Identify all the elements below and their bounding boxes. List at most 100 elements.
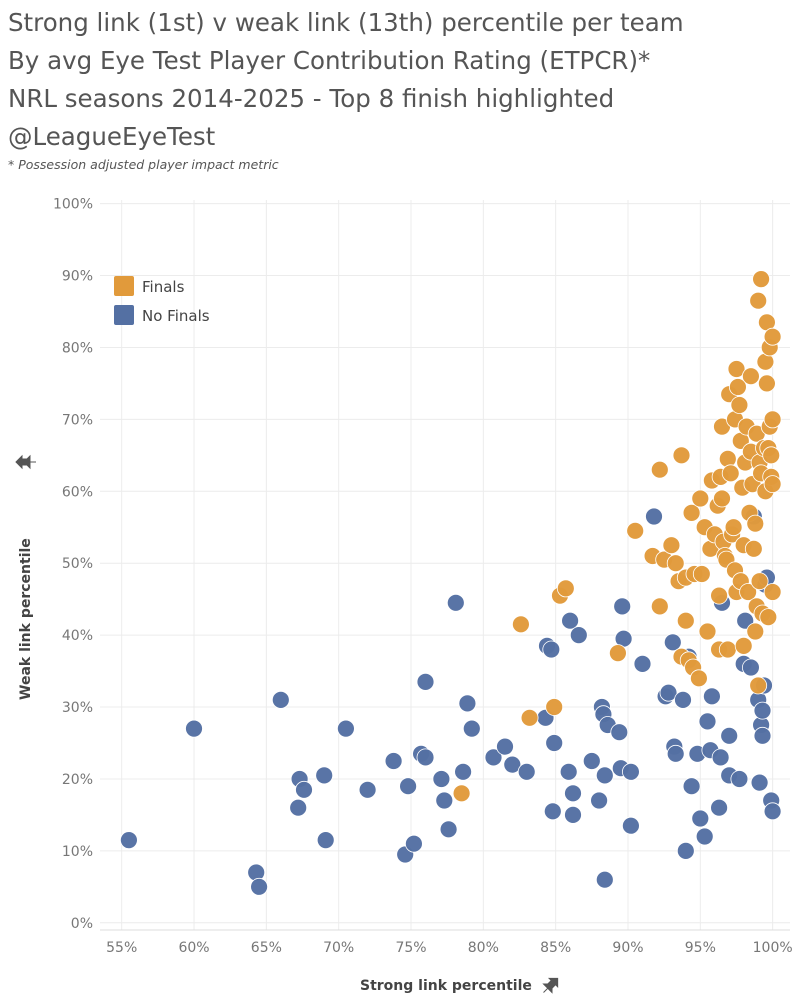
point-no-finals (622, 762, 640, 781)
point-finals (626, 521, 645, 540)
y-tick-label: 100% (53, 197, 93, 213)
y-tick-label: 70% (62, 412, 93, 428)
point-no-finals (358, 780, 377, 799)
point-no-finals (613, 597, 632, 616)
point-no-finals (730, 770, 749, 788)
point-finals (691, 489, 710, 508)
point-no-finals (750, 773, 769, 792)
point-no-finals (446, 593, 465, 612)
point-finals (762, 446, 781, 465)
point-no-finals (454, 762, 473, 781)
point-finals (609, 644, 627, 662)
point-no-finals (663, 633, 682, 652)
point-no-finals (503, 755, 522, 774)
point-no-finals (399, 777, 418, 796)
legend-swatch-no-finals (114, 305, 134, 325)
point-finals (759, 608, 778, 626)
point-no-finals (595, 870, 614, 889)
y-tick-label: 30% (62, 700, 93, 716)
point-no-finals (559, 762, 578, 781)
point-finals (763, 475, 782, 494)
point-finals (718, 449, 737, 468)
legend-label-no-finals: No Finals (142, 307, 210, 325)
point-no-finals (435, 791, 454, 810)
point-no-finals (695, 827, 714, 846)
point-no-finals (496, 737, 514, 756)
point-no-finals (561, 611, 579, 630)
point-no-finals (582, 752, 601, 770)
point-finals (763, 327, 782, 346)
point-no-finals (543, 802, 562, 821)
point-finals (662, 536, 681, 555)
point-no-finals (742, 658, 760, 677)
y-tick-label: 60% (62, 484, 93, 500)
point-finals (692, 565, 711, 583)
point-no-finals (622, 816, 640, 835)
pin-icon (15, 454, 36, 470)
y-tick-label: 0% (71, 916, 93, 932)
point-finals (676, 611, 695, 630)
point-no-finals (590, 791, 608, 810)
point-finals (763, 583, 782, 601)
point-finals (763, 410, 782, 429)
point-finals (749, 291, 768, 310)
point-no-finals (595, 766, 614, 785)
point-finals (650, 460, 669, 479)
point-no-finals (295, 780, 313, 799)
point-finals (742, 367, 760, 386)
chart-header: Strong link (1st) v weak link (13th) per… (8, 4, 808, 174)
x-tick-label: 60% (178, 940, 209, 956)
point-finals (698, 622, 717, 641)
x-axis-title: Strong link percentile (360, 977, 559, 994)
point-finals (512, 615, 530, 634)
point-finals (672, 446, 691, 465)
x-tick-label: 90% (612, 940, 643, 956)
series-finals (452, 270, 782, 803)
point-no-finals (633, 655, 652, 673)
point-no-finals (271, 691, 290, 709)
point-no-finals (404, 834, 423, 853)
point-finals (744, 539, 763, 558)
point-no-finals (753, 726, 772, 745)
point-no-finals (711, 748, 730, 767)
y-tick-label: 40% (62, 628, 93, 644)
y-axis-title: Weak link percentile (15, 454, 36, 700)
point-no-finals (564, 806, 582, 824)
title-line-3: NRL seasons 2014-2025 - Top 8 finish hig… (8, 84, 615, 113)
y-tick-label: 90% (62, 269, 93, 285)
point-no-finals (462, 719, 481, 738)
point-no-finals (569, 626, 588, 644)
point-no-finals (185, 719, 203, 738)
footnote: * Possession adjusted player impact metr… (8, 157, 279, 172)
point-no-finals (517, 762, 536, 781)
point-finals (650, 597, 669, 616)
point-finals (739, 583, 757, 601)
x-tick-label: 95% (685, 940, 716, 956)
title-line-4: @LeagueEyeTest (8, 122, 216, 151)
point-no-finals (645, 507, 663, 526)
point-finals (746, 622, 765, 641)
y-tick-label: 20% (62, 772, 93, 788)
point-finals (545, 698, 564, 716)
point-finals (452, 784, 471, 803)
y-tick-label: 50% (62, 556, 93, 572)
point-no-finals (674, 691, 692, 709)
series-no-finals (119, 507, 782, 896)
point-no-finals (666, 744, 685, 763)
point-finals (520, 708, 539, 727)
point-no-finals (682, 777, 701, 796)
title-line-2: By avg Eye Test Player Contribution Rati… (8, 46, 651, 75)
x-tick-label: 65% (251, 940, 282, 956)
legend-label-finals: Finals (142, 278, 185, 296)
point-no-finals (659, 683, 678, 702)
point-no-finals (676, 842, 695, 860)
point-no-finals (416, 748, 435, 767)
x-tick-label: 85% (540, 940, 571, 956)
point-finals (721, 464, 740, 483)
point-no-finals (250, 877, 269, 896)
x-tick-label: 75% (395, 940, 426, 956)
point-finals (713, 489, 731, 508)
y-axis-ticks: 0% 10% 20% 30% 40% 50% 60% 70% 80% 90% 100% (53, 197, 93, 932)
point-no-finals (384, 752, 403, 770)
